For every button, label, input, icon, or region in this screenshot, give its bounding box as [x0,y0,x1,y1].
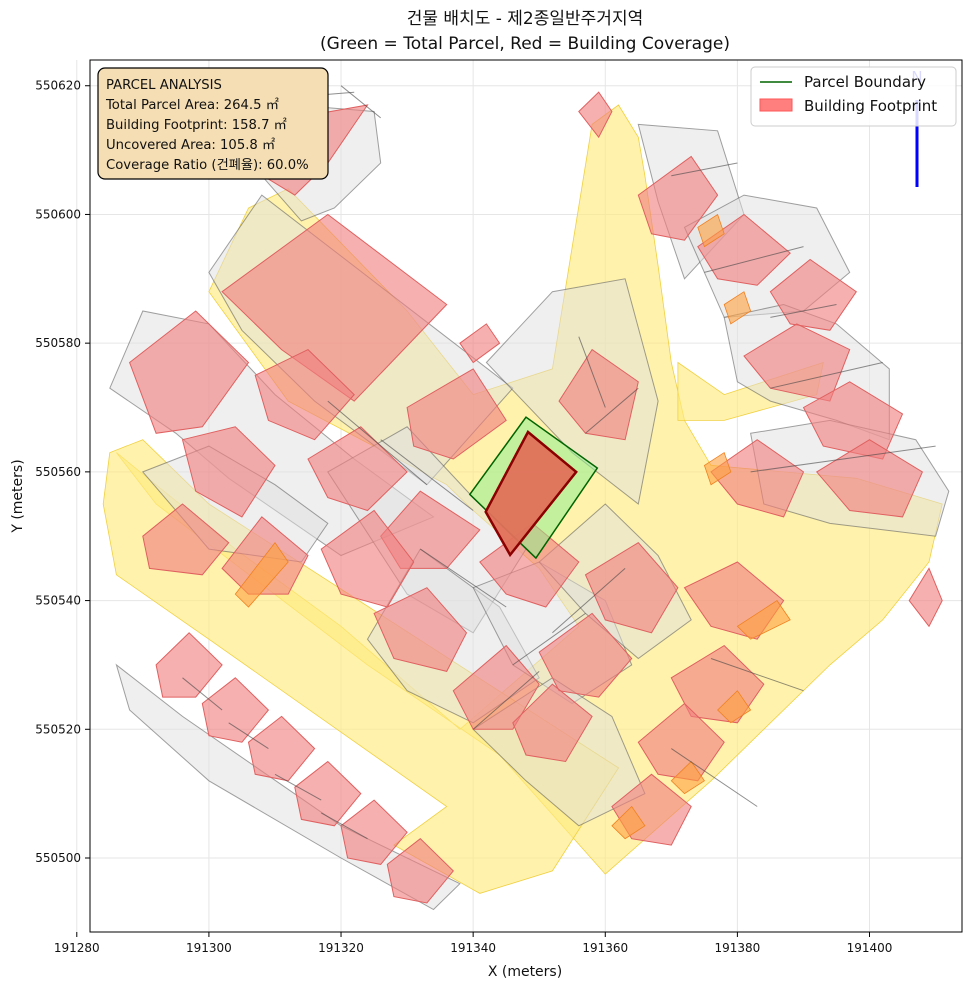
overlap-polygon [611,805,646,840]
target-building-footprint [484,430,578,558]
x-tick-label: 191280 [54,941,100,955]
building-footprint [129,310,250,434]
subdivision-lines-layer [182,85,936,840]
building-footprint [459,323,501,364]
plot-frame [89,59,963,933]
parcel-analysis-box: PARCEL ANALYSIS Total Parcel Area: 264.5… [97,67,329,180]
overlap-polygon [723,291,752,325]
overlap-polygon [717,690,752,724]
subdivision-line [472,671,540,730]
building-footprint [373,587,468,672]
subdivision-line [327,400,428,486]
x-tick-label: 191340 [450,941,496,955]
building-footprint [637,702,725,782]
building-footprint [181,426,276,518]
info-heading: PARCEL ANALYSIS [106,78,222,93]
building-footprint [578,91,613,139]
axis-ticks: 191280 191300 191320 191340 191360 191380 1914… [35,79,892,955]
building-footprint [406,368,507,460]
subdivision-line [585,387,639,434]
y-tick-label: 550620 [35,79,81,93]
subdivision-line [671,162,738,177]
info-coverage-ratio: Coverage Ratio (건폐율): 60.0% [106,157,309,173]
building-footprint [386,838,454,904]
subdivision-line [671,748,758,807]
building-footprint [908,567,943,628]
overlap-layer [234,213,791,840]
target-parcel-layer [468,416,599,560]
y-tick-label: 550520 [35,722,81,736]
x-axis-label: X (meters) [488,964,562,980]
building-footprint [710,439,805,518]
info-box-background [97,67,329,180]
subdivision-line [552,568,626,634]
building-footprint [637,155,719,241]
legend-parcel-label: Parcel Boundary [804,73,926,91]
subdivision-line [704,246,804,273]
legend-frame [750,66,957,127]
info-building-footprint: Building Footprint: 158.7 ㎡ [106,117,287,133]
x-tick-label: 191360 [582,941,628,955]
building-footprint [247,715,316,782]
y-tick-label: 550560 [35,465,81,479]
building-footprint [512,683,593,763]
subdivision-line [750,445,936,473]
building-footprint [340,799,408,865]
y-axis-label: Y (meters) [10,459,26,533]
x-tick-label: 191400 [847,941,893,955]
legend-building-label: Building Footprint [804,97,937,115]
building-footprint [538,612,633,698]
x-tick-label: 191380 [714,941,760,955]
overlap-polygon [234,542,289,608]
subdivision-line [420,548,507,608]
subdivision-line [320,812,368,840]
subdivision-line [380,439,474,511]
building-footprint [769,258,857,331]
x-tick-label: 191300 [186,941,232,955]
building-footprint [452,644,540,730]
subdivision-line [228,722,269,750]
subdivision-line [182,677,223,711]
building-footprint [155,632,223,698]
building-footprint [320,509,415,608]
info-uncovered-area: Uncovered Area: 105.8 ㎡ [106,137,275,153]
overlap-polygon [703,451,732,486]
building-footprint [201,677,270,743]
building-footprint [802,381,904,460]
overlap-polygon [736,600,791,640]
y-tick-label: 550600 [35,207,81,221]
subdivision-line [340,85,382,119]
subdivision-line [578,336,606,408]
building-footprint [221,213,448,402]
subdivision-line [770,304,837,318]
building-footprint [294,760,362,827]
y-tick-label: 550580 [35,336,81,350]
x-tick-label: 191320 [318,941,364,955]
subdivision-line [274,773,322,801]
subdivision-line [512,612,586,666]
chart-title: 건물 배치도 - 제2종일반주거지역 [407,9,643,29]
building-footprint [584,542,679,634]
legend: Parcel Boundary Building Footprint [750,66,957,127]
chart-subtitle: (Green = Total Parcel, Red = Building Co… [320,34,730,54]
building-footprint [254,348,355,441]
map-layers [102,85,950,911]
subdivision-line [770,362,883,389]
overlap-polygon [670,760,705,795]
y-tick-label: 550500 [35,851,81,865]
info-total-area: Total Parcel Area: 264.5 ㎡ [105,97,279,113]
overlap-polygon [697,213,725,248]
subdivision-line [710,658,804,692]
building-footprint [307,426,408,512]
building-footprint [743,323,851,402]
legend-building-swatch [759,98,793,112]
y-tick-label: 550540 [35,594,81,608]
building-footprint [142,503,230,576]
